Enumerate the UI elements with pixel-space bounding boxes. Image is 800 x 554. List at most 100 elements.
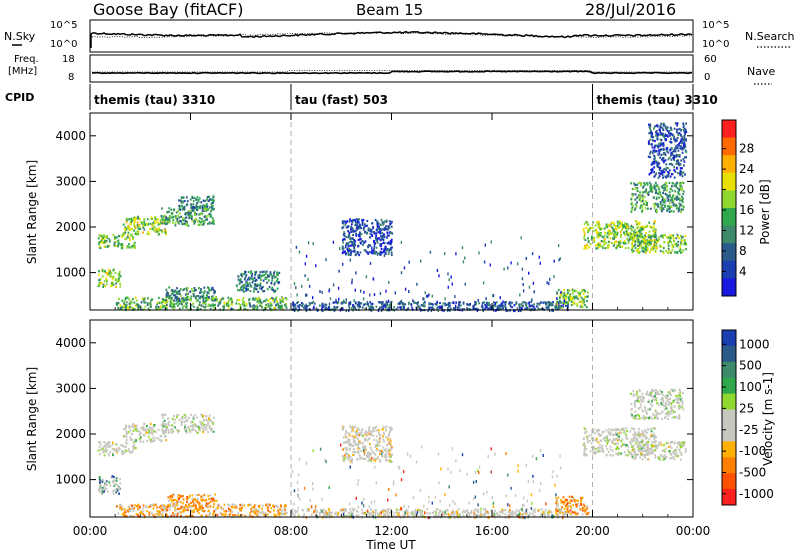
power-cell [462, 301, 465, 304]
velocity-cell [253, 504, 256, 507]
power-cell [631, 194, 634, 197]
power-cell [607, 231, 610, 234]
velocity-cell [509, 509, 511, 512]
velocity-cell [280, 505, 283, 508]
velocity-cell [491, 511, 494, 514]
power-cell [278, 306, 281, 310]
velocity-cell [167, 496, 170, 499]
power-cell [187, 292, 189, 295]
velocity-cell [99, 481, 101, 484]
power-cell [119, 243, 122, 246]
power-cell [364, 307, 367, 310]
power-cell [679, 185, 682, 188]
power-cell [376, 224, 379, 227]
power-cell [259, 284, 262, 287]
power-cell [644, 251, 647, 255]
power-cell [184, 222, 186, 225]
power-cell [646, 247, 649, 250]
velocity-cell [125, 435, 128, 438]
velocity-cell [444, 512, 447, 515]
power-cell [652, 234, 655, 238]
power-cell [653, 171, 655, 174]
power-cell [634, 198, 637, 201]
power-cell [189, 203, 192, 206]
power-cell [636, 234, 638, 237]
velocity-cell [152, 436, 155, 439]
power-cell [559, 295, 562, 298]
velocity-cell [361, 512, 364, 515]
power-cell [125, 305, 127, 308]
power-cell [251, 305, 254, 308]
power-cell [678, 153, 681, 157]
power-cell [274, 276, 276, 279]
velocity-cell [501, 508, 503, 511]
power-cell [254, 307, 256, 310]
velocity-cell [162, 507, 165, 510]
velocity-cell [375, 439, 378, 442]
power-cell [538, 255, 540, 259]
velocity-cell [211, 421, 213, 424]
power-cell [583, 247, 586, 250]
power-cell [266, 281, 268, 284]
velocity-cell [188, 426, 190, 429]
power-cell [665, 181, 668, 185]
velocity-cell [329, 512, 332, 515]
power-cell [676, 233, 679, 236]
power-cell [548, 301, 551, 305]
power-cell [467, 303, 470, 307]
velocity-cell [176, 512, 179, 515]
power-cell [211, 299, 214, 302]
power-cell [455, 252, 457, 256]
power-cell [655, 150, 658, 153]
power-cell [367, 227, 370, 230]
power-cell [328, 289, 330, 293]
power-cell [208, 303, 210, 306]
power-cell [104, 236, 107, 239]
power-cell [639, 226, 642, 229]
power-cell [350, 237, 353, 240]
power-cell [206, 205, 209, 208]
velocity-cell [191, 494, 194, 497]
power-cell [649, 235, 652, 238]
power-cell [165, 299, 168, 302]
power-cell [344, 253, 347, 256]
velocity-cell [284, 508, 286, 512]
velocity-cell [132, 509, 135, 512]
power-cell [654, 234, 656, 237]
power-cell [347, 230, 350, 233]
velocity-cell [372, 510, 374, 514]
power-cell [100, 238, 103, 242]
power-cell [385, 304, 388, 308]
velocity-cell [216, 507, 218, 510]
power-cell [114, 271, 117, 274]
velocity-cell [525, 511, 528, 514]
power-cell [667, 245, 670, 248]
power-cell [241, 299, 244, 302]
velocity-cell [197, 508, 200, 511]
power-cell [366, 224, 369, 227]
power-cell [571, 288, 574, 291]
power-cell [584, 304, 586, 307]
power-cell [131, 219, 133, 223]
velocity-cell [277, 512, 280, 515]
velocity-cell [233, 503, 235, 506]
power-cell [579, 305, 582, 308]
power-cell [573, 297, 576, 300]
velocity-cell [388, 431, 391, 435]
power-cell [240, 272, 243, 275]
power-cell [607, 240, 610, 243]
power-cell [498, 307, 500, 311]
power-cell [260, 302, 263, 305]
power-cell [580, 290, 583, 293]
power-cell [360, 289, 362, 293]
power-cell [668, 201, 671, 204]
power-cell [483, 301, 486, 304]
velocity-cell [209, 497, 212, 500]
velocity-cell [436, 508, 439, 511]
velocity-cell [162, 505, 164, 508]
power-cell [275, 304, 277, 307]
power-cell [305, 254, 308, 258]
power-cell [637, 236, 640, 239]
power-cell [664, 188, 667, 191]
power-cell [567, 291, 569, 294]
